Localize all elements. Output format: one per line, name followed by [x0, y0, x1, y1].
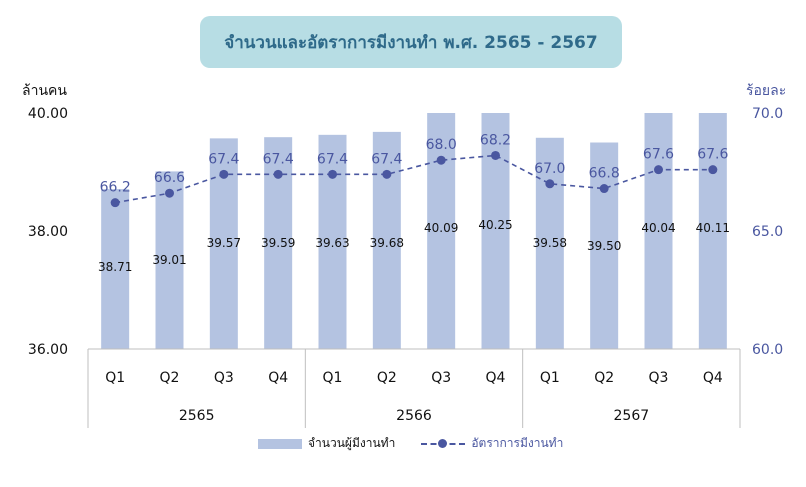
bar-data-label: 40.11: [696, 221, 730, 235]
right-axis-tick-label: 60.0: [752, 342, 783, 358]
legend-line-label: อัตราการมีงานทำ: [471, 436, 564, 450]
line-point: [436, 155, 446, 165]
legend-bar-swatch: [258, 438, 302, 449]
category-tick-label: Q3: [214, 370, 234, 386]
line-data-label: 68.0: [426, 137, 457, 153]
line-point: [165, 188, 174, 198]
line-point: [708, 165, 718, 175]
bar: [535, 137, 564, 349]
line-point: [599, 184, 609, 194]
bar: [101, 189, 130, 349]
bar: [644, 113, 673, 349]
right-axis-unit: ร้อยละ: [746, 83, 787, 99]
series-line: [115, 154, 713, 204]
line-data-label: 66.8: [589, 166, 620, 182]
line-data-label: 66.2: [100, 180, 131, 196]
bar: [372, 131, 401, 349]
group-label: 2566: [396, 408, 432, 424]
chart-title: จำนวนและอัตราการมีงานทำ พ.ศ. 2565 - 2567: [224, 32, 598, 53]
bar: [698, 113, 727, 349]
right-axis-tick-label: 70.0: [752, 106, 783, 122]
line-data-label: 68.2: [480, 132, 511, 148]
line-point: [382, 169, 392, 179]
bar-data-label: 39.63: [315, 236, 349, 250]
line-data-label: 66.6: [154, 170, 185, 186]
left-axis-tick-label: 38.00: [28, 224, 68, 240]
bar-data-label: 39.50: [587, 239, 621, 253]
bar-data-label: 39.57: [207, 236, 241, 250]
line-point: [110, 198, 120, 208]
legend: จำนวนผู้มีงานทำ อัตราการมีงานทำ: [258, 434, 563, 453]
category-tick-label: Q4: [268, 370, 288, 386]
bar-data-label: 40.04: [641, 221, 675, 235]
line-data-label: 67.4: [317, 151, 348, 167]
line-point: [328, 169, 337, 179]
category-tick-label: Q4: [703, 370, 723, 386]
bar-data-label: 39.59: [261, 236, 295, 250]
group-label: 2565: [179, 408, 215, 424]
line-point: [545, 179, 555, 189]
bar-data-label: 39.68: [370, 236, 404, 250]
bar: [590, 142, 619, 349]
category-tick-label: Q2: [594, 370, 614, 386]
category-tick-label: Q2: [160, 370, 180, 386]
bar-data-label: 40.09: [424, 221, 458, 235]
bar: [155, 171, 184, 349]
category-tick-label: Q3: [431, 370, 451, 386]
bar: [427, 113, 456, 349]
left-axis-tick-label: 40.00: [28, 106, 68, 122]
line-data-label: 67.4: [208, 151, 239, 167]
category-tick-label: Q1: [323, 370, 343, 386]
line-data-label: 67.0: [534, 161, 565, 177]
line-data-label: 67.4: [371, 151, 402, 167]
line-data-label: 67.6: [697, 147, 728, 163]
chart-title-box: จำนวนและอัตราการมีงานทำ พ.ศ. 2565 - 2567: [200, 16, 622, 68]
line-point: [491, 150, 500, 160]
bar-data-label: 38.71: [98, 260, 132, 274]
bar-data-label: 39.01: [152, 253, 186, 267]
right-axis-tick-label: 65.0: [752, 224, 783, 240]
category-tick-label: Q1: [540, 370, 560, 386]
line-point: [273, 169, 283, 179]
legend-bar-label: จำนวนผู้มีงานทำ: [308, 436, 396, 450]
category-tick-label: Q1: [105, 370, 125, 386]
bar-data-label: 40.25: [478, 218, 512, 232]
group-label: 2567: [614, 408, 650, 424]
category-tick-label: Q3: [649, 370, 669, 386]
legend-line-swatch: [421, 438, 466, 449]
left-axis-tick-label: 36.00: [28, 342, 68, 358]
category-tick-label: Q2: [377, 370, 397, 386]
line-point: [654, 165, 663, 175]
line-data-label: 67.4: [263, 151, 294, 167]
line-data-label: 67.6: [643, 147, 674, 163]
line-point: [219, 169, 229, 179]
category-tick-label: Q4: [486, 370, 506, 386]
bar-data-label: 39.58: [533, 236, 567, 250]
left-axis-unit: ล้านคน: [22, 83, 67, 99]
